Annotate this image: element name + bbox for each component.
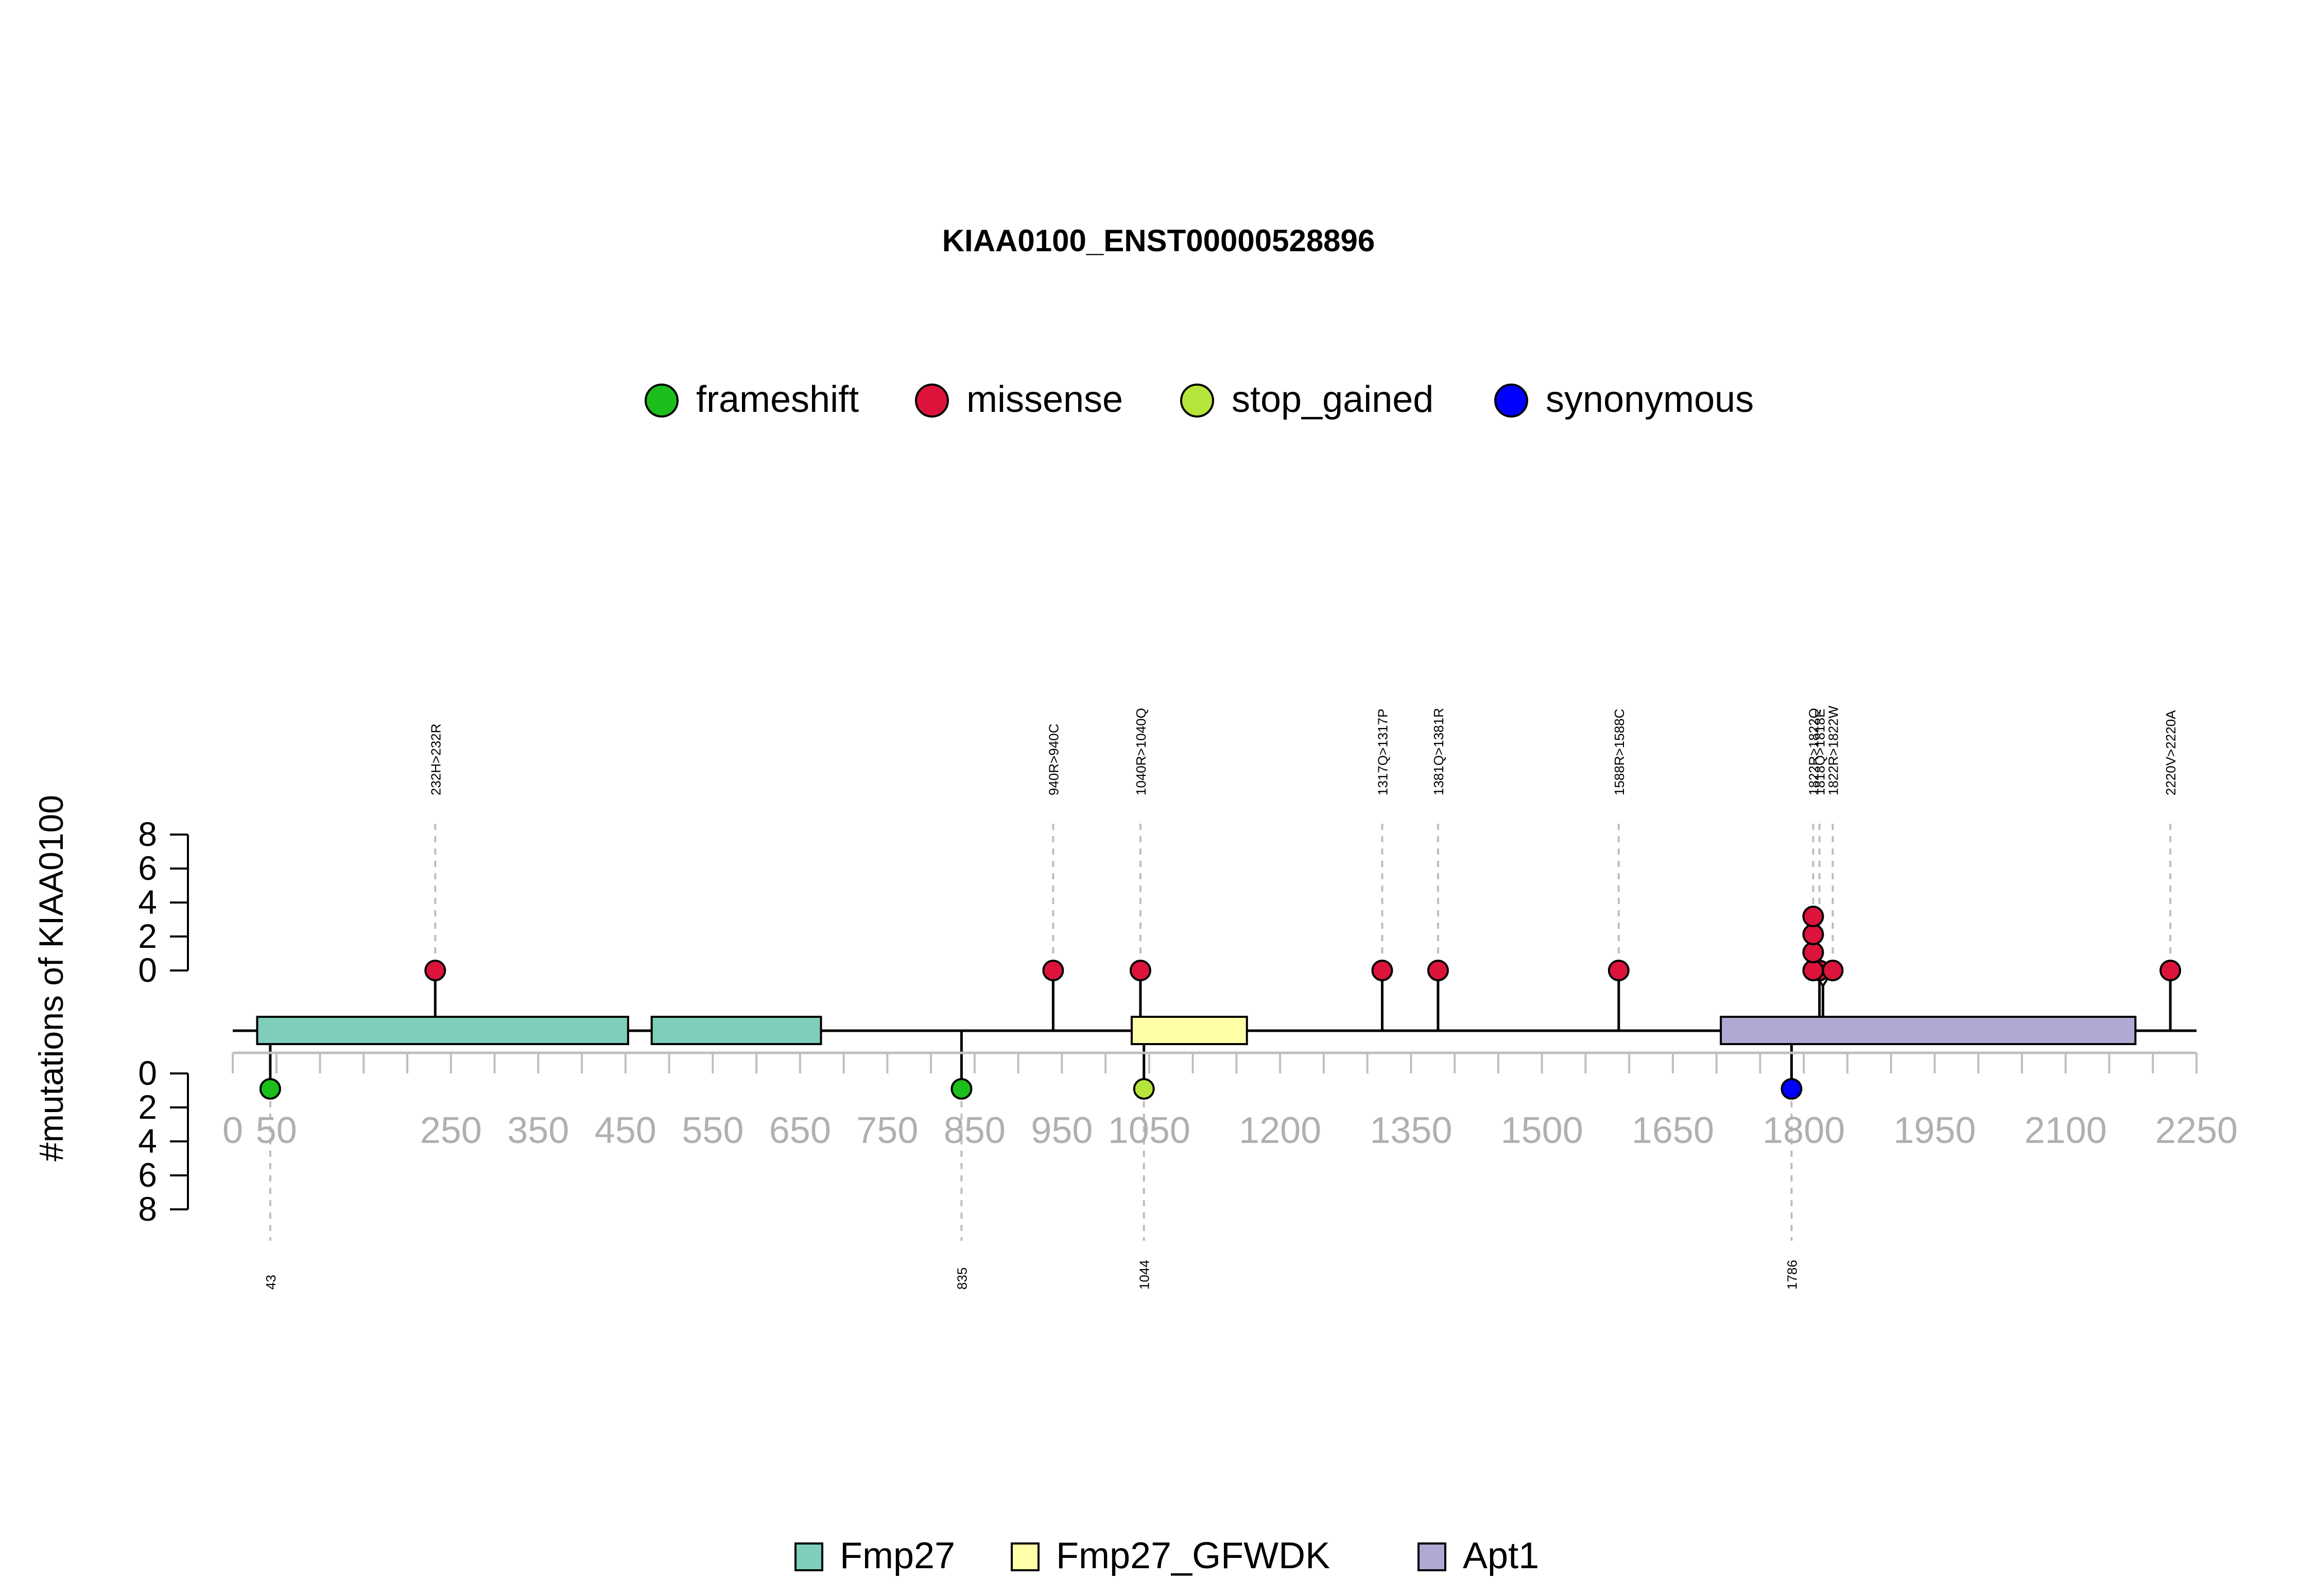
mutation-marker-missense — [1802, 924, 1824, 945]
x-tick-label: 850 — [944, 1110, 1006, 1151]
mutation-marker-missense — [1802, 906, 1824, 927]
domain-Fmp27_GFWDK — [1130, 1016, 1248, 1045]
mutation-label: 1588R>1588C — [1612, 709, 1627, 795]
x-tick-label: 1650 — [1632, 1110, 1714, 1151]
lollipop-heads — [259, 906, 2182, 1100]
legend-label-frameshift: frameshift — [696, 379, 859, 420]
mutation-label: 835 — [954, 1268, 970, 1290]
legend-label-Fmp27: Fmp27 — [840, 1535, 955, 1576]
mutation-label: 1317Q>1317P — [1375, 709, 1390, 795]
x-tick-label: 650 — [769, 1110, 831, 1151]
x-tick-label: 1200 — [1239, 1110, 1321, 1151]
mutation-marker-missense — [1042, 960, 1064, 981]
legend-swatch-frameshift — [645, 384, 679, 418]
protein-domains — [256, 1016, 2137, 1045]
mutation-marker-missense — [1802, 960, 1824, 981]
mutation-label: 1818Q>1818E — [1812, 709, 1828, 795]
y-axis-label: #mutations of KIAA0100 — [32, 795, 70, 1161]
mutation-marker-missense — [424, 960, 446, 981]
mutation-marker-missense — [1129, 960, 1151, 981]
legend-swatch-stop_gained — [1180, 384, 1214, 418]
x-tick-label: 2100 — [2025, 1110, 2107, 1151]
y-tick-label: 0 — [138, 1054, 157, 1092]
legend-swatch-Fmp27_GFWDK — [1011, 1542, 1040, 1571]
domain-Fmp27 — [256, 1016, 629, 1045]
mutation-marker-missense — [1427, 960, 1449, 981]
y-tick-label: 4 — [138, 883, 157, 921]
mutation-label: 1040R>1040Q — [1133, 708, 1149, 795]
x-tick-label: 1050 — [1108, 1110, 1190, 1151]
x-tick-label: 2250 — [2155, 1110, 2238, 1151]
mutation-marker-missense — [2159, 960, 2182, 981]
mutation-marker-synonymous — [1780, 1078, 1803, 1100]
guide-lines — [269, 824, 2172, 1241]
x-tick-label: 0 — [222, 1110, 243, 1151]
y-tick-label: 2 — [138, 1088, 157, 1126]
mutation-label: 1822R>1822W — [1825, 705, 1841, 795]
mutation-marker-stop_gained — [1133, 1078, 1155, 1100]
legend-label-Apt1: Apt1 — [1463, 1535, 1539, 1576]
legend-label-missense: missense — [966, 379, 1123, 420]
domain-legend: Fmp27 Fmp27_GFWDK Apt1 — [794, 1535, 1539, 1576]
legend-swatch-missense — [915, 384, 949, 418]
x-tick-label: 950 — [1031, 1110, 1093, 1151]
x-tick-label: 50 — [256, 1110, 297, 1151]
x-axis: 0 50 250 350 450 550 650 750 850 950 1050 1200 1350 1… — [222, 1051, 2238, 1151]
mutation-label: 43 — [263, 1275, 279, 1290]
x-tick-label: 750 — [856, 1110, 918, 1151]
mutation-label: 940R>940C — [1046, 724, 1061, 796]
domain-Apt1 — [1720, 1016, 2137, 1045]
mutation-marker-missense — [1802, 942, 1824, 963]
mutation-label: 1822R>1822Q — [1806, 708, 1821, 795]
y-tick-label: 0 — [138, 951, 157, 989]
mutation-marker-missense — [1371, 960, 1393, 981]
mutation-type-legend: frameshift missense stop_gained synonymous — [645, 379, 1754, 420]
y-tick-label: 8 — [138, 1190, 157, 1228]
mutation-label: 1044 — [1137, 1260, 1152, 1290]
y-tick-label: 4 — [138, 1122, 157, 1160]
legend-label-Fmp27_GFWDK: Fmp27_GFWDK — [1056, 1535, 1330, 1576]
x-tick-label: 1800 — [1762, 1110, 1845, 1151]
mutation-marker-missense — [1607, 960, 1630, 981]
y-tick-label: 2 — [138, 917, 157, 955]
legend-swatch-synonymous — [1494, 384, 1528, 418]
legend-label-synonymous: synonymous — [1546, 379, 1754, 420]
y-tick-label: 8 — [138, 815, 157, 853]
x-tick-label: 550 — [682, 1110, 743, 1151]
domain-Fmp27 — [650, 1016, 822, 1045]
mutation-labels: 232H>232R 940R>940C 1040R>1040Q 1317Q>1317P… — [263, 705, 2178, 1290]
mutation-marker-frameshift — [950, 1078, 973, 1100]
legend-swatch-Fmp27 — [794, 1542, 823, 1571]
y-tick-label: 6 — [138, 1156, 157, 1194]
mutation-marker-frameshift — [259, 1078, 281, 1100]
x-tick-label: 1950 — [1893, 1110, 1976, 1151]
y-tick-label: 6 — [138, 849, 157, 887]
mutation-label: 2220V>2220A — [2163, 710, 2178, 795]
mutation-label: 1381Q>1381R — [1431, 708, 1446, 795]
legend-swatch-Apt1 — [1417, 1542, 1446, 1571]
x-tick-label: 1350 — [1370, 1110, 1452, 1151]
x-tick-label: 350 — [507, 1110, 569, 1151]
chart-title: KIAA0100_ENST00000528896 — [942, 223, 1375, 258]
mutation-label: 232H>232R — [428, 724, 443, 796]
mutation-label: 1786 — [1784, 1260, 1800, 1290]
x-tick-label: 1500 — [1501, 1110, 1583, 1151]
x-tick-label: 250 — [420, 1110, 482, 1151]
x-tick-label: 450 — [595, 1110, 656, 1151]
mutation-marker-missense — [1822, 960, 1844, 981]
legend-label-stop_gained: stop_gained — [1232, 379, 1433, 420]
